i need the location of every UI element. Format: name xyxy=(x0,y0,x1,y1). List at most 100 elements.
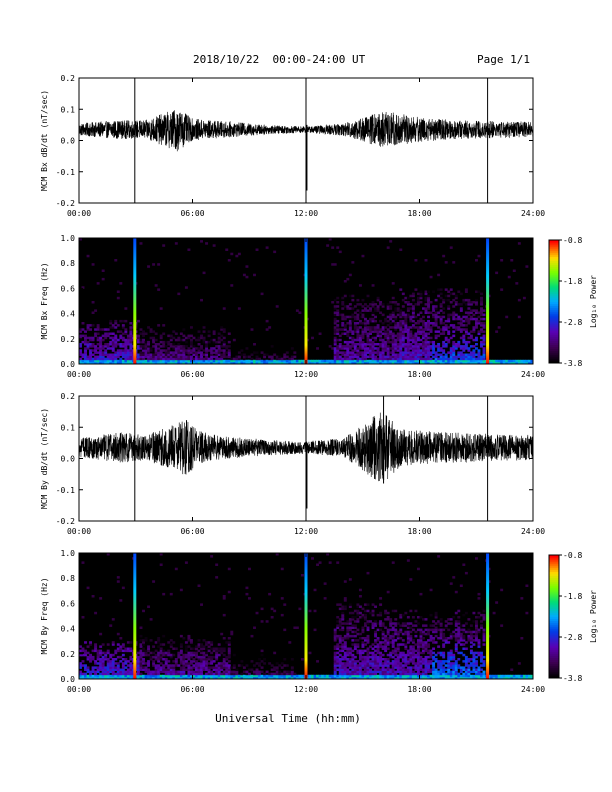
spectrogram-cell xyxy=(401,664,405,667)
colorbar-step xyxy=(549,354,559,358)
colorbar-step xyxy=(549,579,559,583)
spectrogram-cell xyxy=(434,660,438,663)
spectrogram-cell xyxy=(142,658,145,661)
spectrogram-cell xyxy=(442,674,446,678)
spectrogram-cell xyxy=(429,655,433,659)
spectrogram-cell xyxy=(411,313,415,317)
spectrogram-cell xyxy=(341,649,345,653)
spectrogram-cell xyxy=(121,666,125,669)
spectrogram-cell xyxy=(469,355,473,359)
spectrogram-cell xyxy=(434,359,438,363)
spectrogram-cell xyxy=(84,340,87,344)
spectrogram-cell xyxy=(424,670,428,674)
spectrogram-cell xyxy=(374,343,378,346)
spectrogram-cell xyxy=(414,351,418,354)
spectrogram-cell xyxy=(469,359,473,363)
spectrogram-cell xyxy=(474,557,478,560)
spectrogram-cell xyxy=(379,359,383,363)
spectrogram-cell xyxy=(169,670,173,674)
spectrogram-cell xyxy=(416,668,420,671)
spectrogram-cell xyxy=(197,359,201,363)
colorbar-step xyxy=(549,311,559,315)
spectrogram-cell xyxy=(99,672,103,676)
spectrogram-cell xyxy=(169,338,173,342)
spectrogram-cell xyxy=(265,353,269,356)
spectrogram-cell xyxy=(452,343,456,346)
spectrogram-cell xyxy=(356,643,360,646)
spectrogram-cell xyxy=(104,668,108,671)
spectrogram-cell xyxy=(154,670,158,674)
spectrogram-cell xyxy=(187,674,191,678)
spectrogram-cell xyxy=(361,332,365,335)
spectrogram-cell xyxy=(164,676,168,680)
spectrogram-cell xyxy=(416,662,420,665)
spectrogram-cell xyxy=(369,347,372,350)
spectrogram-cell xyxy=(462,334,466,338)
spectrogram-cell xyxy=(351,660,355,663)
spectrogram-cell xyxy=(459,357,463,361)
spectrogram-cell xyxy=(263,355,267,359)
spectrogram-cell xyxy=(401,624,405,627)
spectrogram-cell xyxy=(424,303,428,306)
spectrogram-cell xyxy=(482,664,486,667)
spectrogram-cell xyxy=(432,655,436,659)
spectrogram-cell xyxy=(333,338,337,342)
spectrogram-cell xyxy=(126,670,130,674)
spectrogram-cell xyxy=(172,641,176,644)
spectrogram-cell xyxy=(84,347,87,350)
spectrogram-cell xyxy=(109,653,113,657)
spectrogram-cell xyxy=(406,355,410,359)
spectrogram-cell xyxy=(333,637,337,640)
spectrogram-cell xyxy=(401,653,405,657)
spectrogram-cell xyxy=(371,674,375,678)
spectrogram-cell xyxy=(454,345,458,348)
y-tick-label: 1.0 xyxy=(61,234,76,243)
y-tick-label: 0.8 xyxy=(61,574,76,583)
spectrogram-cell xyxy=(81,672,85,676)
spectrogram-cell xyxy=(207,670,211,674)
spectrogram-cell xyxy=(217,647,221,650)
spectrogram-cell xyxy=(202,645,206,648)
spectrogram-cell xyxy=(369,326,372,329)
spectrogram-cell xyxy=(114,334,118,338)
spectrogram-cell xyxy=(399,651,403,655)
spectrogram-cell xyxy=(447,290,451,293)
spectrogram-cell xyxy=(384,641,388,644)
spectrogram-cell xyxy=(197,343,201,346)
spectrogram-cell xyxy=(366,305,370,308)
spectrogram-cell xyxy=(169,655,173,659)
spectrogram-cell xyxy=(389,655,393,659)
spectrogram-cell xyxy=(411,647,415,650)
spectrogram-cell xyxy=(369,664,372,667)
spectrogram-cell xyxy=(162,674,166,678)
spectrogram-cell xyxy=(298,676,302,680)
spectrogram-cell xyxy=(94,328,98,331)
spectrogram-cell xyxy=(452,576,456,579)
spectrogram-cell xyxy=(422,330,425,333)
spectrogram-cell xyxy=(364,324,367,327)
spectrogram-cell xyxy=(356,349,360,352)
spectrogram-cell xyxy=(394,338,398,342)
spectrogram-cell xyxy=(126,641,130,644)
spectrogram-cell xyxy=(172,674,176,678)
spectrogram-cell xyxy=(411,315,415,319)
spectrogram-cell xyxy=(406,361,410,365)
spectrogram-cell xyxy=(338,338,342,342)
spectrogram-cell xyxy=(152,651,156,655)
spectrogram-cell xyxy=(424,357,428,361)
spectrogram-cell xyxy=(152,361,156,365)
spectrogram-cell xyxy=(346,637,350,640)
spectrogram-cell xyxy=(353,330,357,333)
spectrogram-cell xyxy=(437,651,441,655)
spectrogram-cell xyxy=(527,361,531,365)
spectrogram-cell xyxy=(474,326,478,329)
spectrogram-cell xyxy=(358,315,362,319)
spectrogram-cell xyxy=(464,668,468,671)
spectrogram-cell xyxy=(89,361,93,365)
spectrogram-cell xyxy=(457,641,461,644)
spectrogram-cell xyxy=(174,332,178,335)
spectrogram-cell xyxy=(401,311,405,314)
spectrogram-cell xyxy=(361,660,365,663)
spectrogram-cell xyxy=(414,649,418,653)
spectrogram-cell xyxy=(323,676,327,680)
